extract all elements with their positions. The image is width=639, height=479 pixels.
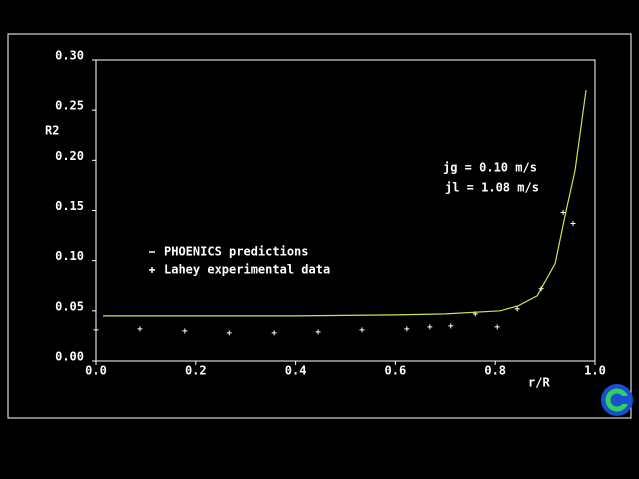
y-tick-label: 0.30 (55, 49, 84, 63)
data-line (102, 90, 587, 317)
data-point (137, 326, 143, 332)
logo (601, 384, 633, 416)
data-point (538, 286, 544, 292)
data-point (226, 330, 232, 336)
x-tick-label: 0.0 (85, 364, 107, 378)
data-point (359, 327, 365, 333)
data-point (448, 323, 454, 329)
y-tick-label: 0.10 (55, 249, 84, 263)
y-tick-label: 0.15 (55, 199, 84, 213)
y-tick-label: 0.25 (55, 99, 84, 113)
frame (7, 33, 632, 419)
legend-label: PHOENICS predictions (164, 245, 309, 259)
x-tick-label: 0.6 (385, 364, 407, 378)
annotation: jg = 0.10 m/s (443, 161, 537, 175)
data-point (315, 329, 321, 335)
y-axis-label: R2 (45, 124, 59, 138)
data-point (427, 324, 433, 330)
data-point (93, 327, 99, 333)
data-point (271, 330, 277, 336)
y-tick-label: 0.00 (55, 350, 84, 364)
y-tick-label: 0.05 (55, 299, 84, 313)
legend-label: Lahey experimental data (164, 263, 330, 277)
annotation: jl = 1.08 m/s (445, 181, 539, 195)
x-tick-label: 0.2 (185, 364, 207, 378)
legend-symbol (149, 267, 155, 273)
x-tick-label: 0.4 (285, 364, 307, 378)
data-point (514, 306, 520, 312)
data-point (182, 328, 188, 334)
x-axis-label: r/R (528, 376, 550, 390)
x-tick-label: 1.0 (584, 364, 606, 378)
data-point (494, 324, 500, 330)
data-point (560, 210, 566, 216)
data-point (472, 311, 478, 317)
x-tick-label: 0.8 (484, 364, 506, 378)
data-point (404, 326, 410, 332)
y-tick-label: 0.20 (55, 149, 84, 163)
data-point (570, 221, 576, 227)
